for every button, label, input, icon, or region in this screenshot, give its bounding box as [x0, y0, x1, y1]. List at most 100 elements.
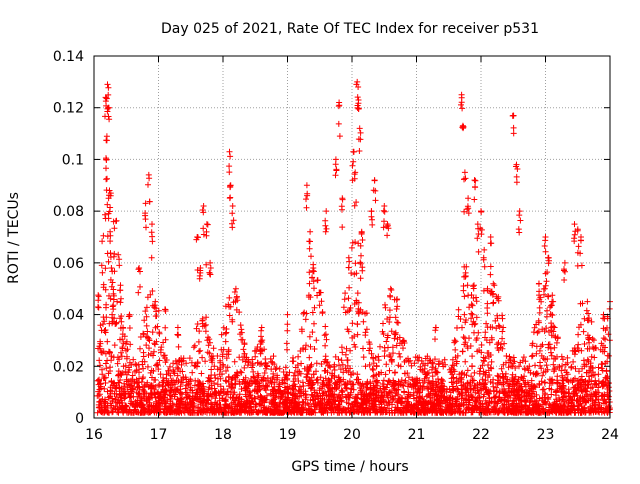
data-point [272, 366, 279, 373]
data-point [109, 311, 116, 318]
data-point [301, 365, 308, 372]
data-point [187, 384, 194, 391]
data-point [462, 358, 469, 365]
data-point [216, 371, 223, 378]
data-point [419, 379, 426, 386]
data-point [384, 316, 391, 322]
data-point [107, 254, 114, 261]
data-point [354, 290, 361, 297]
data-point [509, 381, 516, 388]
data-point [448, 379, 455, 386]
data-point [379, 328, 386, 335]
y-tick-label: 0.02 [53, 359, 84, 375]
data-point [443, 388, 450, 395]
data-point [222, 409, 229, 416]
data-point [149, 382, 156, 389]
data-point [509, 371, 516, 378]
data-point [452, 346, 459, 353]
data-point [571, 351, 578, 358]
data-point [338, 344, 345, 351]
data-point [207, 271, 214, 278]
data-point [317, 374, 324, 381]
data-point [384, 222, 391, 229]
data-point [571, 221, 578, 228]
data-point [162, 359, 169, 366]
data-point [588, 378, 595, 385]
data-point [104, 357, 111, 364]
data-point [383, 338, 390, 345]
data-point [533, 401, 540, 408]
data-point [150, 407, 157, 414]
data-point [536, 292, 542, 299]
data-point [334, 396, 341, 402]
data-point [558, 353, 565, 360]
data-point [366, 339, 373, 346]
data-point [475, 390, 482, 397]
data-point [507, 394, 514, 401]
data-point [524, 388, 531, 395]
data-point [333, 379, 339, 386]
data-point [407, 381, 414, 388]
data-point [95, 304, 101, 310]
data-point [582, 395, 589, 402]
data-point [561, 402, 568, 408]
data-point [321, 367, 328, 374]
data-point [304, 367, 311, 374]
data-point [96, 357, 103, 364]
data-point [226, 163, 233, 170]
data-point [380, 320, 386, 327]
data-point [503, 378, 510, 385]
data-point [211, 372, 218, 378]
data-point [489, 380, 496, 386]
data-point [110, 218, 117, 225]
data-point [203, 314, 210, 321]
data-point [602, 344, 608, 351]
data-point [313, 402, 320, 409]
data-point [482, 377, 489, 384]
data-point [115, 396, 122, 403]
data-point [272, 390, 279, 397]
data-point [480, 368, 487, 375]
data-point [460, 283, 467, 289]
data-point [321, 396, 328, 403]
data-point [475, 248, 482, 255]
data-point [357, 129, 364, 136]
data-point [248, 376, 254, 382]
data-point [330, 406, 337, 413]
data-point [96, 404, 103, 411]
data-point [108, 378, 115, 384]
data-point [405, 374, 412, 381]
data-point [495, 377, 502, 384]
data-point [372, 187, 379, 194]
data-point [487, 263, 494, 270]
data-point [539, 326, 546, 333]
data-point [427, 398, 434, 404]
data-point [149, 288, 156, 294]
data-point [151, 340, 158, 347]
data-point [142, 212, 149, 219]
data-point [109, 303, 116, 310]
data-point [236, 354, 243, 361]
data-point [543, 278, 550, 285]
data-point [297, 348, 304, 354]
data-point [469, 353, 476, 360]
data-point [472, 183, 478, 190]
data-point [583, 361, 590, 368]
data-point [118, 353, 125, 360]
data-point [282, 406, 289, 413]
data-point [171, 379, 178, 386]
data-point [468, 406, 475, 413]
data-point [459, 124, 466, 131]
data-point [543, 325, 550, 332]
data-point [200, 209, 207, 216]
data-point [183, 394, 189, 401]
data-point [470, 285, 477, 292]
data-point [543, 400, 550, 407]
data-point [348, 371, 355, 378]
data-point [196, 348, 202, 355]
data-point [575, 341, 582, 348]
data-point [249, 364, 255, 371]
data-point [353, 376, 360, 383]
data-point [600, 325, 607, 332]
data-point [498, 365, 505, 372]
